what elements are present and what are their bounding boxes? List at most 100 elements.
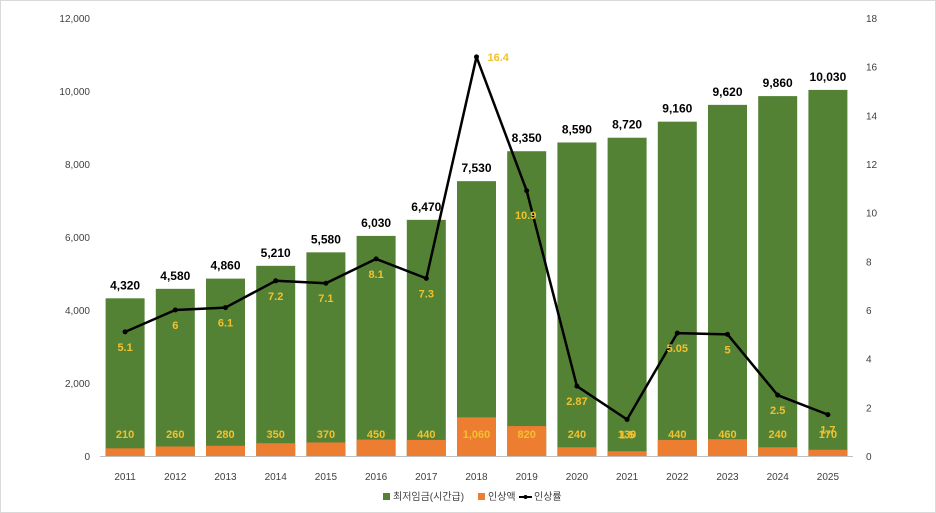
wage-bar [256,265,296,456]
increase-value-label: 440 [668,429,686,441]
x-tick-label: 2024 [767,472,790,483]
rate-point [524,188,530,194]
y-left-tick-label: 4,000 [65,306,90,317]
increase-value-label: 170 [819,429,837,441]
rate-value-label: 6.1 [218,318,233,330]
rate-value-label: 5.1 [117,342,132,354]
increase-value-label: 130 [618,429,636,441]
rate-point [223,305,228,311]
x-tick-label: 2017 [415,472,438,483]
wage-value-label: 6,470 [411,200,441,214]
wage-value-label: 4,320 [110,278,140,292]
x-tick-label: 2020 [566,472,589,483]
rate-point [574,383,580,389]
wage-bar [507,151,547,456]
x-tick-label: 2012 [164,472,187,483]
legend-label-increase: 인상액 [488,491,516,503]
increase-bar [105,448,145,456]
rate-point [172,307,178,313]
increase-value-label: 280 [216,429,234,441]
increase-value-label: 210 [116,429,134,441]
rate-value-label: 5.05 [667,343,688,355]
wage-bar [406,219,446,456]
x-tick-label: 2018 [465,472,488,483]
wage-value-label: 4,580 [160,269,190,283]
increase-value-label: 260 [166,429,184,441]
legend-swatch-wage [383,493,390,500]
increase-bar [206,445,245,456]
increase-bar [808,449,848,456]
x-tick-label: 2014 [265,472,288,483]
wage-bar [105,298,145,456]
increase-bar [256,443,296,456]
y-right-tick-label: 12 [866,160,878,171]
rate-point [373,256,379,262]
increase-value-label: 460 [718,429,736,441]
rate-value-label: 7.2 [268,291,283,303]
x-tick-label: 2015 [315,472,338,483]
increase-bar [507,426,547,456]
increase-value-label: 1,060 [463,429,491,441]
rate-value-label: 7.3 [419,288,434,300]
legend-swatch-increase [478,493,485,500]
wage-value-label: 5,210 [261,246,291,260]
increase-bar [607,451,647,456]
rate-point [825,412,831,418]
wage-value-label: 9,860 [763,76,793,90]
rate-point [725,331,730,337]
wage-bar [758,96,798,457]
rate-value-label: 10.9 [515,210,536,222]
y-right-tick-label: 10 [866,209,878,220]
increase-value-label: 240 [568,429,586,441]
increase-value-label: 350 [267,429,285,441]
rate-value-label: 1.7 [820,425,835,437]
rate-value-label: 2.87 [566,396,587,408]
x-tick-label: 2016 [365,472,388,483]
y-left-tick-label: 2,000 [65,379,90,390]
y-left-tick-label: 10,000 [59,87,90,98]
wage-value-label: 10,030 [810,70,847,84]
rate-value-label: 7.1 [318,293,333,305]
rate-point [474,54,479,60]
increase-bar [306,442,346,456]
rate-value-label: 5 [724,344,730,356]
y-right-tick-label: 8 [866,257,872,268]
rate-point [273,278,279,284]
y-right-tick-label: 16 [866,63,878,74]
x-tick-label: 2023 [716,472,739,483]
increase-bar [708,439,747,456]
wage-value-label: 8,350 [512,131,542,145]
y-left-tick-label: 0 [84,452,90,463]
increase-value-label: 820 [518,429,536,441]
increase-value-label: 450 [367,429,385,441]
increase-bar [758,447,798,456]
wage-bar [457,181,496,456]
rate-point [323,280,329,286]
wage-bar [306,252,346,456]
rate-point [624,417,630,422]
x-tick-label: 2025 [817,472,840,483]
rate-point [674,330,680,336]
x-tick-label: 2011 [114,472,136,483]
y-right-tick-label: 14 [866,111,878,122]
y-left-tick-label: 6,000 [65,233,90,244]
y-left-tick-label: 8,000 [65,160,90,171]
rate-value-label: 2.5 [770,405,785,417]
legend-swatch-rate-marker [523,495,528,499]
y-right-tick-label: 0 [866,452,872,463]
wage-bar [607,137,647,456]
rate-point [122,329,128,335]
wage-bar [356,235,396,456]
wage-bar [808,89,848,456]
wage-bar [657,121,697,456]
x-tick-label: 2021 [616,472,639,483]
wage-value-label: 8,720 [612,118,642,132]
wage-value-label: 5,580 [311,232,341,246]
y-right-tick-label: 4 [866,355,872,366]
y-right-tick-label: 18 [866,14,878,25]
rate-value-label: 8.1 [368,269,383,281]
increase-bar [657,439,697,456]
increase-bar [557,447,597,456]
increase-bar [457,417,496,456]
